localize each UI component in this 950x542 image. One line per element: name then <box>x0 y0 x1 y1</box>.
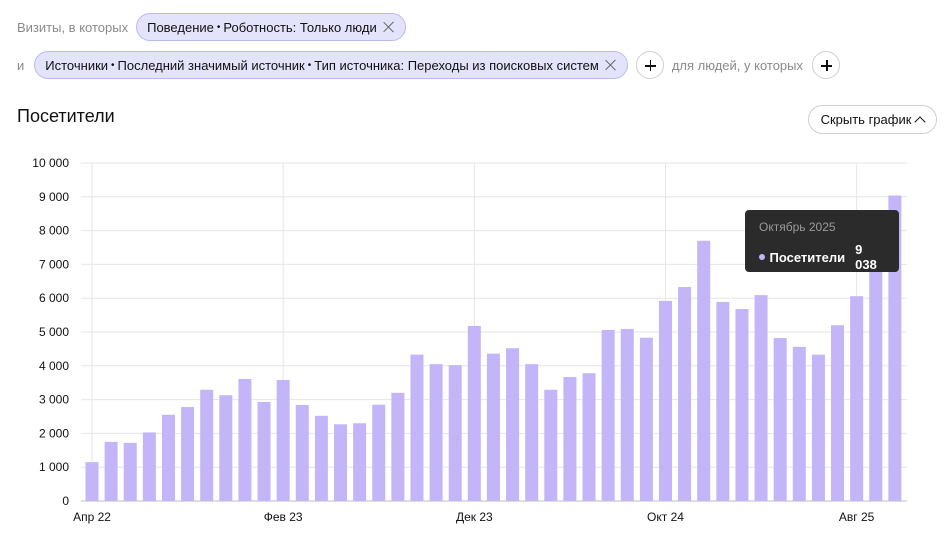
y-tick-label: 2 000 <box>39 426 69 440</box>
close-icon[interactable] <box>605 59 617 71</box>
chart-bar[interactable] <box>257 401 271 501</box>
chart-bar[interactable] <box>104 441 118 501</box>
chart-bar[interactable] <box>123 442 137 501</box>
chart-bar[interactable] <box>276 379 290 501</box>
chart-bar[interactable] <box>658 300 672 501</box>
y-tick-label: 8 000 <box>39 224 69 238</box>
x-tick-label: Фев 23 <box>264 510 303 524</box>
chip-separator: • <box>111 59 115 71</box>
x-tick-label: Авг 25 <box>839 510 875 524</box>
chart-bar[interactable] <box>716 301 730 501</box>
x-tick-label: Апр 22 <box>73 510 111 524</box>
chart-bar[interactable] <box>582 373 596 501</box>
chip-text-condition: Роботность: Только люди <box>223 19 377 35</box>
chevron-up-icon <box>914 115 927 128</box>
filter-row-sources: и Источники • Последний значимый источни… <box>17 51 841 79</box>
x-tick-label: Окт 24 <box>647 510 684 524</box>
and-label: и <box>17 57 25 73</box>
chart-bar[interactable] <box>295 405 309 501</box>
chart-bar[interactable] <box>334 424 348 501</box>
chart-bar[interactable] <box>850 296 864 501</box>
chart-bar[interactable] <box>697 240 711 501</box>
chart-bar[interactable] <box>200 389 214 501</box>
chart-bar[interactable] <box>448 365 462 501</box>
chart-bar[interactable] <box>142 432 156 501</box>
y-tick-label: 4 000 <box>39 359 69 373</box>
chip-text-condition: Тип источника: Переходы из поисковых сис… <box>314 57 599 73</box>
y-tick-label: 6 000 <box>39 291 69 305</box>
chart-bar[interactable] <box>410 354 424 501</box>
chart-bar[interactable] <box>161 414 175 501</box>
chart-bar[interactable] <box>792 346 806 501</box>
chart-bar[interactable] <box>181 407 195 501</box>
section-title: Посетители <box>17 106 115 126</box>
people-label: для людей, у которых <box>671 57 804 73</box>
chart-bar[interactable] <box>678 287 692 501</box>
y-tick-label: 10 000 <box>32 156 69 170</box>
tooltip-series-name: Посетители <box>769 249 846 265</box>
y-tick-label: 1 000 <box>39 460 69 474</box>
chart-bar[interactable] <box>831 325 845 501</box>
hide-chart-label: Скрыть график <box>820 112 912 127</box>
chart-bar[interactable] <box>544 389 558 501</box>
tooltip-title: Октябрь 2025 <box>759 220 836 234</box>
chart-bar[interactable] <box>372 404 386 501</box>
y-tick-label: 3 000 <box>39 393 69 407</box>
chart-bar[interactable] <box>486 353 500 501</box>
chart-bar[interactable] <box>869 264 883 501</box>
chart-bar[interactable] <box>735 309 749 501</box>
chart-bar[interactable] <box>314 415 328 501</box>
add-visit-condition-button[interactable] <box>635 51 664 79</box>
chart-bar[interactable] <box>773 338 787 501</box>
chip-text-attribution: Последний значимый источник <box>117 57 305 73</box>
add-people-condition-button[interactable] <box>812 51 841 79</box>
chart-bar[interactable] <box>219 395 233 501</box>
filter-chip-sources[interactable]: Источники • Последний значимый источник … <box>34 51 628 79</box>
chart-tooltip: Октябрь 2025 Посетители 9 038 <box>745 210 899 272</box>
tooltip-row: Посетители 9 038 <box>759 242 885 272</box>
chip-text-category: Поведение <box>147 19 214 35</box>
y-tick-label: 0 <box>62 494 69 508</box>
chart-bar[interactable] <box>467 325 481 501</box>
chart-bar[interactable] <box>506 348 520 501</box>
hide-chart-button[interactable]: Скрыть график <box>808 105 937 134</box>
filter-chip-behavior[interactable]: Поведение • Роботность: Только люди <box>136 13 406 41</box>
chart-bar[interactable] <box>429 364 443 501</box>
y-axis-ticks: 0 1 000 2 000 3 000 4 000 5 000 6 000 7 000 8 00… <box>32 156 69 508</box>
chart-bars <box>85 195 902 501</box>
chart-bar[interactable] <box>353 423 367 501</box>
chart-bar[interactable] <box>563 376 577 501</box>
visits-label: Визиты, в которых <box>17 19 129 35</box>
chip-separator: • <box>307 59 312 71</box>
filter-row-visits: Визиты, в которых Поведение • Роботность… <box>17 13 406 41</box>
close-icon[interactable] <box>383 21 395 33</box>
visitors-bar-chart: 0 1 000 2 000 3 000 4 000 5 000 6 000 7 000 8 00… <box>32 156 907 524</box>
chip-separator: • <box>216 21 221 33</box>
chart-bar[interactable] <box>620 328 634 501</box>
y-tick-label: 7 000 <box>39 257 69 271</box>
chart-bar[interactable] <box>238 378 252 501</box>
x-tick-label: Дек 23 <box>456 510 493 524</box>
chart-bar[interactable] <box>601 329 615 501</box>
chart-bar[interactable] <box>525 364 539 501</box>
chart-bar[interactable] <box>754 295 768 501</box>
chart-bar[interactable] <box>391 392 405 501</box>
tooltip-value: 9 038 <box>855 242 877 272</box>
chart-bar[interactable] <box>639 337 653 501</box>
y-tick-label: 9 000 <box>39 190 69 204</box>
series-dot-icon <box>759 254 765 260</box>
chart-bar[interactable] <box>85 462 99 501</box>
chip-text-category: Источники <box>45 57 109 73</box>
y-tick-label: 5 000 <box>39 325 69 339</box>
x-axis-ticks: Апр 22 Фев 23 Дек 23 Окт 24 Авг 25 <box>73 510 875 524</box>
chart-bar[interactable] <box>811 354 825 501</box>
